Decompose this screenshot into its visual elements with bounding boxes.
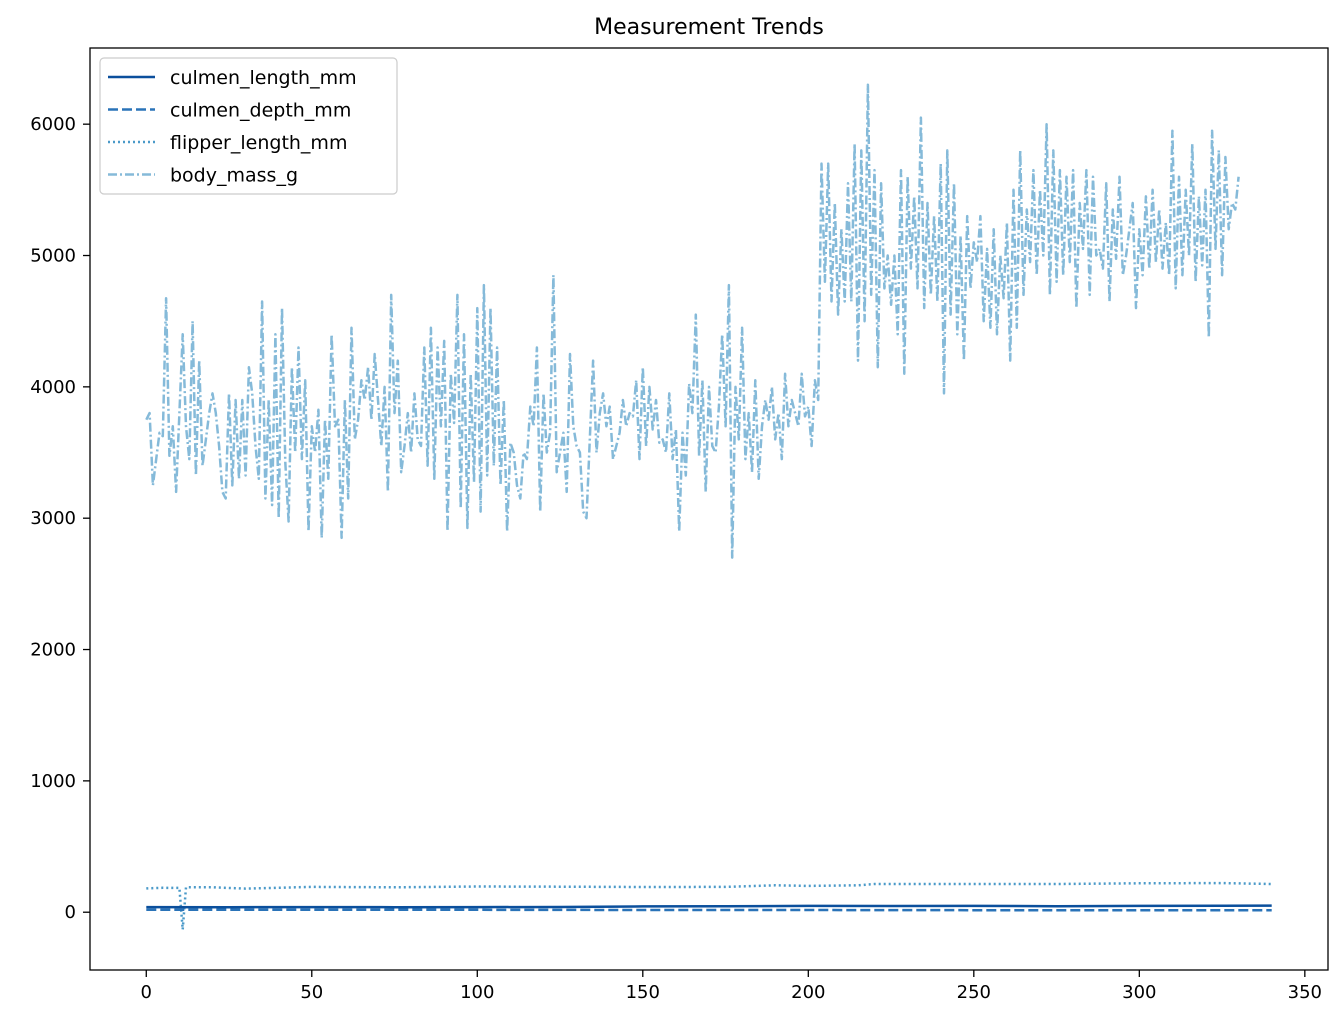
y-tick-label: 4000 [30,377,76,398]
legend-label-body-mass-g: body_mass_g [170,165,298,187]
y-tick-label: 2000 [30,640,76,661]
x-tick-label: 50 [300,982,323,1003]
y-tick-label: 3000 [30,508,76,529]
axes-layer: 0 50 100 150 200 250 300 350 0 1000 2000 3000 4000 50… [30,47,1329,1003]
legend-label-flipper-length-mm: flipper_length_mm [170,132,347,154]
series-line-body-mass-g [145,83,1240,559]
x-tick-label: 150 [626,982,660,1003]
plot-frame [89,47,1329,971]
x-tick-label: 250 [957,982,991,1003]
x-tick-label: 350 [1288,982,1322,1003]
legend-label-culmen-depth-mm: culmen_depth_mm [170,100,351,122]
y-tick-label: 1000 [30,771,76,792]
y-tick-label: 5000 [30,246,76,267]
x-tick-label: 100 [460,982,494,1003]
x-tick-label: 300 [1122,982,1156,1003]
series-line-culmen-length-mm [146,904,1272,909]
legend: culmen_length_mm culmen_depth_mm flipper_l… [99,57,398,195]
legend-box [99,57,398,195]
chart-title: Measurement Trends [594,15,824,40]
series-layer [145,83,1272,931]
y-tick-label: 0 [65,902,76,923]
series-line-flipper-length-mm [146,881,1272,931]
x-tick-label: 0 [141,982,152,1003]
x-tick-label: 200 [791,982,825,1003]
y-tick-label: 6000 [30,114,76,135]
legend-label-culmen-length-mm: culmen_length_mm [170,67,357,89]
